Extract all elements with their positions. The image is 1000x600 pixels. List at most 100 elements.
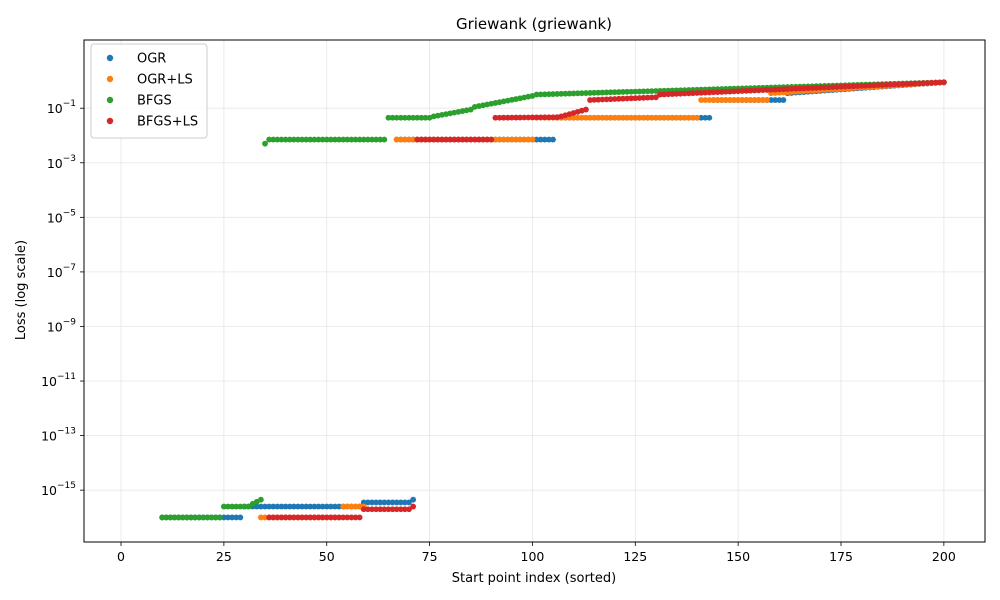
data-points	[159, 79, 947, 521]
data-point	[237, 503, 244, 510]
data-point	[492, 136, 499, 143]
data-point	[270, 503, 277, 510]
data-point	[768, 97, 774, 103]
data-point	[356, 503, 363, 510]
data-point	[356, 136, 363, 143]
data-point	[274, 514, 281, 521]
data-point	[369, 136, 375, 143]
legend-label: OGR+LS	[137, 73, 193, 88]
data-point	[755, 97, 762, 103]
data-point	[883, 81, 890, 88]
data-point	[258, 496, 264, 503]
data-point	[364, 506, 371, 513]
data-point	[344, 136, 351, 143]
data-point	[912, 80, 918, 87]
data-point	[620, 89, 626, 95]
data-point	[369, 499, 375, 506]
data-point	[175, 514, 182, 521]
data-point	[471, 136, 478, 143]
data-point	[258, 514, 264, 521]
x-tick-label: 125	[623, 549, 647, 564]
data-point	[200, 514, 207, 521]
legend: OGR OGR+LS BFGS BFGS+LS	[90, 43, 208, 139]
data-point	[620, 114, 626, 121]
data-point	[352, 514, 359, 521]
legend-label: BFGS	[137, 94, 172, 109]
data-point	[607, 114, 614, 121]
data-point	[270, 136, 277, 143]
x-tick-label: 150	[726, 549, 750, 564]
data-point	[644, 114, 651, 121]
data-point	[599, 114, 606, 121]
data-point	[825, 84, 832, 91]
data-point	[743, 97, 750, 103]
data-point	[262, 140, 268, 147]
data-point	[739, 88, 746, 94]
data-point	[282, 514, 289, 521]
data-point	[718, 97, 725, 103]
data-point	[583, 90, 589, 96]
data-point	[369, 506, 375, 513]
y-tick-label: 10−9	[47, 317, 76, 334]
data-point	[426, 136, 433, 143]
data-point	[702, 97, 709, 103]
data-point	[764, 97, 770, 103]
data-point	[710, 97, 717, 103]
data-point	[303, 514, 310, 521]
data-point	[702, 114, 709, 121]
data-point	[393, 136, 400, 143]
y-tick-label: 10−1	[47, 99, 76, 116]
data-point	[492, 114, 499, 121]
data-point	[780, 86, 787, 93]
data-point	[430, 136, 437, 143]
y-tick-label: 10−3	[47, 154, 76, 171]
data-point	[348, 503, 355, 510]
data-point	[685, 90, 692, 97]
data-point	[776, 86, 783, 93]
data-point	[311, 514, 318, 521]
data-point	[739, 97, 746, 103]
data-point	[727, 97, 733, 103]
data-point	[266, 136, 273, 143]
data-point	[821, 84, 828, 91]
data-point	[648, 88, 655, 94]
data-point	[340, 136, 347, 143]
data-point	[393, 114, 400, 121]
data-point	[545, 136, 552, 143]
data-point	[669, 91, 676, 97]
data-point	[636, 114, 643, 121]
data-point	[422, 114, 429, 121]
data-point	[171, 514, 178, 521]
data-point	[759, 97, 766, 103]
data-point	[410, 114, 417, 121]
data-point	[504, 136, 511, 143]
data-point	[373, 136, 380, 143]
data-point	[583, 114, 589, 121]
data-point	[829, 84, 836, 90]
data-point	[484, 136, 491, 143]
data-point	[615, 89, 622, 95]
data-point	[406, 506, 412, 513]
data-point	[299, 136, 305, 143]
data-point	[496, 114, 503, 121]
data-point	[459, 136, 466, 143]
data-point	[233, 503, 240, 510]
data-point	[615, 114, 622, 121]
y-tick-label: 10−13	[41, 427, 76, 444]
data-point	[529, 114, 536, 121]
data-point	[932, 79, 939, 86]
data-point	[410, 496, 417, 503]
data-point	[303, 136, 310, 143]
data-point	[562, 90, 569, 97]
y-tick-label: 10−5	[47, 208, 76, 225]
data-point	[624, 95, 630, 102]
data-point	[533, 136, 540, 143]
axis-ticks: 0 25 50 75 100 125 150 175 200 10−15 10−13 10−11 10−…	[41, 99, 956, 564]
data-point	[389, 506, 396, 513]
data-point	[537, 136, 544, 143]
data-point	[286, 514, 293, 521]
data-point	[517, 136, 524, 143]
legend-box	[90, 43, 208, 139]
data-point	[784, 86, 791, 92]
data-point	[352, 136, 359, 143]
